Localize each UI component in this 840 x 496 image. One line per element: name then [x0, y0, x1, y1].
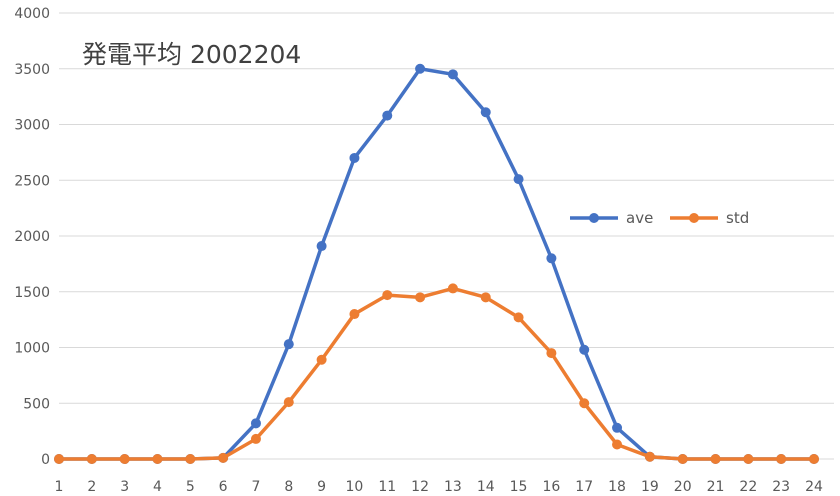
x-tick-label: 4 [153, 479, 162, 495]
x-tick-label: 14 [477, 479, 495, 495]
x-tick-label: 7 [251, 479, 260, 495]
x-tick-label: 11 [378, 479, 396, 495]
x-tick-label: 17 [575, 479, 593, 495]
data-point [743, 454, 754, 464]
x-tick-label: 5 [186, 479, 195, 495]
x-tick-label: 20 [674, 479, 692, 495]
x-axis-tick-labels: 1 2 3 4 5 6 7 8 9 10 11 12 13 14 15 16 17 18 19 20 21 22 23 24 [55, 479, 823, 495]
data-point [349, 309, 360, 320]
x-tick-label: 12 [411, 479, 429, 495]
x-tick-label: 18 [608, 479, 626, 495]
series-lines [54, 63, 819, 464]
legend-label: ave [626, 209, 653, 227]
series-line [59, 286, 814, 461]
y-tick-label: 4000 [14, 6, 50, 22]
data-point [415, 63, 426, 74]
gridlines [59, 12, 834, 460]
data-point [250, 433, 261, 444]
series-line [59, 67, 814, 461]
y-tick-label: 3000 [14, 118, 50, 134]
data-point [283, 339, 294, 350]
y-tick-label: 1500 [14, 285, 50, 301]
legend: ave std [570, 209, 749, 227]
data-point [809, 454, 819, 464]
data-point [480, 107, 491, 118]
series-ave [54, 63, 819, 464]
data-point [415, 292, 426, 303]
data-point [612, 422, 623, 433]
data-point [185, 454, 196, 464]
x-tick-label: 15 [510, 479, 528, 495]
x-tick-label: 9 [317, 479, 326, 495]
x-tick-label: 1 [55, 479, 64, 495]
y-tick-label: 0 [41, 452, 50, 468]
data-point [152, 454, 163, 464]
y-axis-tick-labels: 0 500 1000 1500 2000 2500 3000 3500 4000 [14, 6, 50, 468]
data-point [480, 292, 491, 303]
data-point [677, 454, 688, 464]
data-point [546, 348, 557, 359]
x-tick-label: 2 [87, 479, 96, 495]
legend-label: std [726, 209, 749, 227]
legend-swatch-marker [689, 213, 699, 223]
y-tick-label: 3500 [14, 62, 50, 78]
x-tick-label: 6 [219, 479, 228, 495]
legend-swatch-marker [589, 213, 599, 223]
data-point [54, 454, 64, 464]
x-tick-label: 19 [641, 479, 659, 495]
data-point [513, 174, 524, 185]
x-tick-label: 21 [707, 479, 725, 495]
data-point [579, 344, 590, 355]
x-tick-label: 16 [542, 479, 560, 495]
series-std [54, 283, 819, 464]
data-point [86, 454, 97, 464]
data-point [119, 454, 130, 464]
y-tick-label: 2000 [14, 229, 50, 245]
data-point [316, 241, 327, 252]
data-point [447, 283, 458, 294]
data-point [250, 418, 261, 429]
data-point [382, 110, 393, 121]
data-point [349, 152, 360, 163]
x-tick-label: 10 [346, 479, 364, 495]
data-point [612, 439, 623, 450]
data-point [447, 69, 458, 80]
data-point [283, 397, 294, 408]
x-tick-label: 8 [284, 479, 293, 495]
x-tick-label: 3 [120, 479, 129, 495]
y-tick-label: 2500 [14, 173, 50, 189]
legend-item-ave: ave [570, 209, 653, 227]
x-tick-label: 13 [444, 479, 462, 495]
chart-title: 発電平均 2002204 [82, 40, 301, 69]
legend-item-std: std [670, 209, 749, 227]
data-point [316, 354, 327, 365]
x-tick-label: 23 [772, 479, 790, 495]
data-point [546, 253, 557, 264]
x-tick-label: 22 [739, 479, 757, 495]
y-tick-label: 500 [23, 396, 50, 412]
x-tick-label: 24 [805, 479, 823, 495]
data-point [776, 454, 787, 464]
data-point [710, 454, 721, 464]
data-point [382, 290, 393, 301]
data-point [579, 398, 590, 409]
data-point [644, 451, 655, 462]
data-point [513, 312, 524, 323]
data-point [218, 452, 229, 463]
y-tick-label: 1000 [14, 341, 50, 357]
